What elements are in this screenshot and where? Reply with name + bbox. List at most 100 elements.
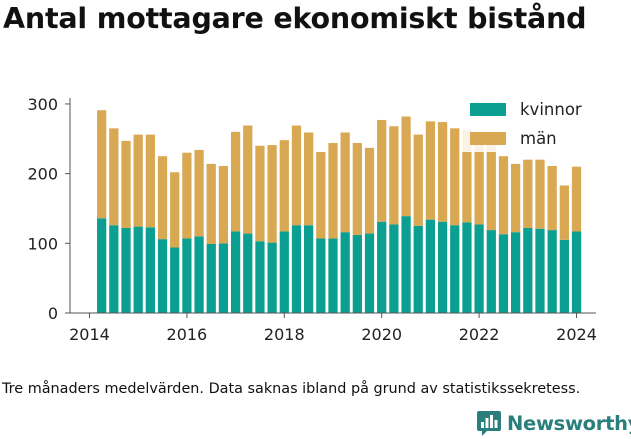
x-tick-label-2016: 2016	[167, 325, 208, 344]
bar-kvinnor-1	[109, 225, 119, 313]
bars-group	[97, 110, 582, 313]
bar-man-17	[304, 132, 314, 226]
legend-swatch-man	[470, 132, 506, 145]
bar-kvinnor-26	[413, 225, 423, 313]
bar-kvinnor-0	[97, 218, 107, 313]
brand-name: Newsworthy	[507, 411, 631, 435]
bar-kvinnor-18	[316, 238, 326, 313]
bar-kvinnor-27	[425, 219, 436, 313]
bar-man-12	[243, 125, 253, 234]
bar-kvinnor-28	[437, 221, 448, 313]
bar-kvinnor-25	[401, 216, 411, 313]
bar-kvinnor-31	[474, 224, 484, 313]
bar-kvinnor-5	[157, 239, 168, 313]
bar-kvinnor-4	[145, 227, 155, 313]
bar-kvinnor-38	[559, 239, 569, 313]
bar-man-6	[170, 172, 180, 248]
bar-man-25	[401, 116, 411, 217]
bar-man-7	[182, 152, 192, 239]
bar-kvinnor-23	[377, 221, 387, 313]
bar-man-0	[97, 110, 107, 219]
bar-man-9	[206, 163, 216, 245]
bar-man-26	[413, 134, 423, 226]
bar-kvinnor-8	[194, 236, 204, 313]
bar-kvinnor-2	[121, 227, 131, 313]
y-tick-label-100: 100	[27, 234, 58, 253]
bar-man-21	[352, 142, 362, 235]
chart-title: Antal mottagare ekonomiskt bistånd	[3, 2, 587, 35]
bar-kvinnor-33	[498, 234, 509, 313]
bar-man-16	[291, 125, 302, 226]
legend-label-kvinnor: kvinnor	[520, 100, 582, 119]
bar-kvinnor-16	[291, 225, 302, 313]
bar-man-28	[437, 122, 448, 222]
x-tick-label-2024: 2024	[556, 325, 597, 344]
bar-man-3	[133, 134, 143, 227]
bar-man-31	[474, 133, 484, 225]
x-tick-label-2022: 2022	[459, 325, 500, 344]
bar-man-38	[559, 185, 569, 240]
y-tick-label-0: 0	[48, 304, 58, 323]
axes-group: 0 100 200 300 2014 2016 2018 2020 2022 2024	[27, 95, 596, 344]
bar-man-5	[157, 156, 168, 240]
bar-man-1	[109, 128, 119, 226]
bar-man-39	[571, 166, 582, 232]
bar-man-18	[316, 152, 326, 239]
bar-kvinnor-6	[170, 247, 180, 313]
bar-man-15	[279, 140, 289, 232]
bar-kvinnor-37	[547, 230, 557, 313]
x-tick-label-2014: 2014	[69, 325, 110, 344]
bar-kvinnor-13	[255, 241, 265, 313]
bar-man-13	[255, 145, 265, 242]
bar-man-24	[389, 126, 399, 225]
bar-kvinnor-34	[511, 232, 521, 313]
bar-man-22	[364, 147, 375, 234]
bar-kvinnor-17	[304, 225, 314, 313]
bar-man-32	[486, 139, 496, 231]
bar-kvinnor-9	[206, 244, 216, 313]
bar-man-19	[328, 142, 338, 239]
x-tick-label-2018: 2018	[264, 325, 305, 344]
legend: kvinnor män	[462, 94, 596, 152]
y-tick-label-300: 300	[27, 95, 58, 114]
bar-kvinnor-32	[486, 230, 496, 313]
legend-swatch-kvinnor	[470, 103, 506, 116]
bar-man-37	[547, 165, 557, 231]
bar-kvinnor-15	[279, 231, 289, 313]
bar-kvinnor-10	[218, 243, 229, 313]
bar-kvinnor-21	[352, 234, 362, 313]
bar-kvinnor-3	[133, 226, 143, 313]
newsworthy-logo-icon	[477, 411, 501, 436]
bar-man-14	[267, 145, 277, 243]
x-tick-label-2020: 2020	[361, 325, 402, 344]
bar-man-11	[230, 131, 241, 232]
bar-man-8	[194, 149, 204, 237]
y-tick-label-200: 200	[27, 165, 58, 184]
bar-kvinnor-29	[450, 225, 460, 313]
bar-man-4	[145, 134, 155, 228]
bar-kvinnor-11	[230, 231, 241, 313]
legend-label-man: män	[520, 129, 557, 148]
bar-man-2	[121, 140, 131, 228]
bar-man-20	[340, 132, 350, 233]
bar-man-36	[535, 159, 545, 229]
bar-man-33	[498, 156, 509, 235]
bar-man-29	[450, 128, 460, 226]
brand-logo: Newsworthy	[476, 408, 631, 438]
bar-man-30	[462, 129, 472, 223]
bar-kvinnor-36	[535, 228, 545, 313]
bar-kvinnor-30	[462, 222, 472, 313]
bar-kvinnor-22	[364, 233, 375, 313]
bar-kvinnor-14	[267, 242, 277, 313]
bar-kvinnor-35	[523, 227, 533, 313]
bar-man-10	[218, 165, 229, 244]
bar-man-23	[377, 119, 387, 222]
bar-man-27	[425, 121, 436, 220]
bar-kvinnor-12	[243, 233, 253, 313]
bar-man-34	[511, 163, 521, 233]
bar-kvinnor-19	[328, 238, 338, 313]
bar-kvinnor-7	[182, 238, 192, 313]
bar-kvinnor-39	[571, 231, 582, 313]
bar-man-35	[523, 159, 533, 228]
